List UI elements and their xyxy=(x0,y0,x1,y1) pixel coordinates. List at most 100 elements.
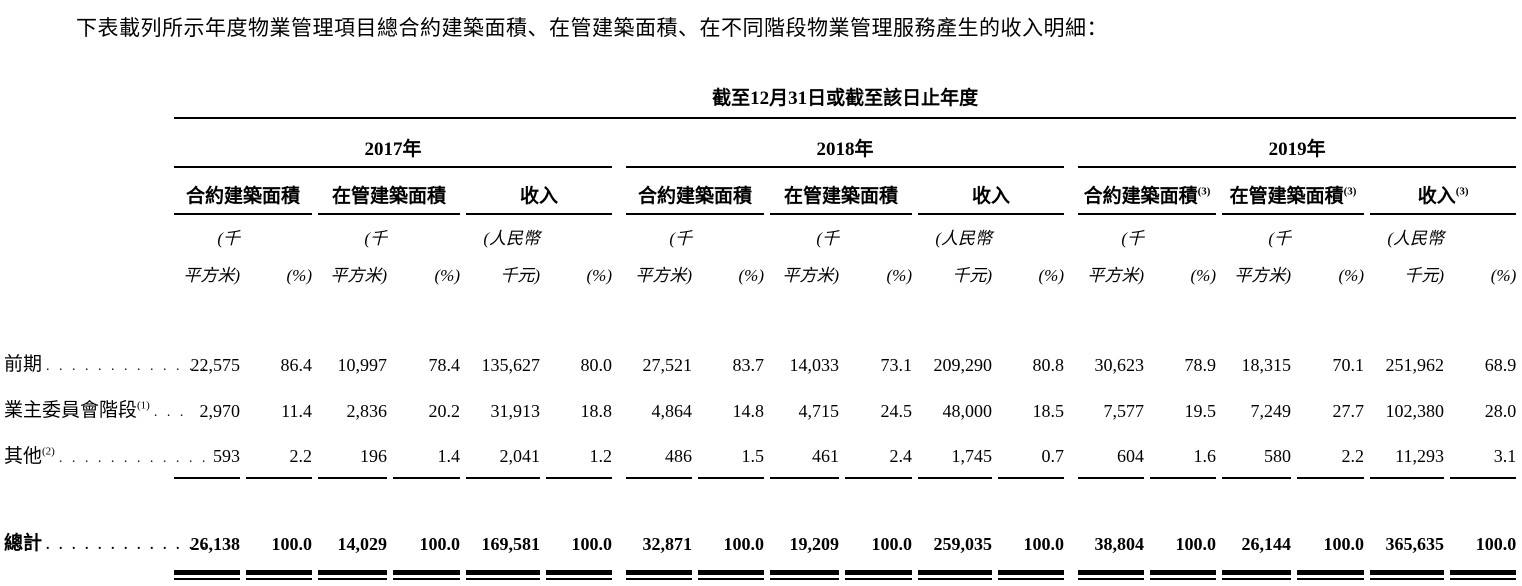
double-rule-cell xyxy=(466,565,540,580)
table-cell: 30,623 xyxy=(1094,355,1145,375)
table-cell: 32,871 xyxy=(642,534,693,554)
table-cell: 604 xyxy=(1078,432,1144,479)
table-cell: 11.4 xyxy=(281,401,312,421)
column-header-label: 合約建築面積 xyxy=(1083,186,1198,207)
unit-line-2: 平方米) xyxy=(1087,266,1144,285)
table-cell: 78.4 xyxy=(428,355,461,375)
double-rule xyxy=(1297,570,1364,580)
table-cell: 11,293 xyxy=(1370,432,1444,479)
row-label: 業主委員會階段(1). . . xyxy=(4,386,183,432)
table-cell: 580 xyxy=(1222,432,1291,479)
row-label-text: 業主委員會階段 xyxy=(4,400,138,421)
double-rule-cell xyxy=(1150,565,1216,580)
table-cell: 73.1 xyxy=(880,355,913,375)
footnote-marker: (1) xyxy=(137,399,150,412)
double-rule xyxy=(318,570,387,580)
column-header-revenue-2017: 收入 xyxy=(466,167,612,215)
table-cell: 1.2 xyxy=(546,432,612,479)
table-cell: 100.0 xyxy=(419,534,461,554)
table-cell: 1.5 xyxy=(698,432,764,479)
spacer-cell xyxy=(612,519,626,565)
unit-line-1: (人民幣 xyxy=(1387,229,1444,248)
double-rule xyxy=(918,570,992,580)
column-header-contracted-gfa-2017: 合約建築面積 xyxy=(174,167,312,215)
spacer-cell xyxy=(1064,340,1078,386)
table-cell: 0.7 xyxy=(998,432,1064,479)
table-cell: 14,029 xyxy=(337,534,388,554)
table-cell: 26,138 xyxy=(190,534,241,554)
table-cell: 24.5 xyxy=(880,401,913,421)
table-cell: 100.0 xyxy=(271,534,313,554)
period-header-row: 截至12月31日或截至該日止年度 xyxy=(4,77,1517,119)
spacer-cell xyxy=(1064,519,1078,565)
table-cell: 28.0 xyxy=(1484,401,1517,421)
subheader-row: (千 平方米) (%) (千 平方米) (%) (人民幣 千元) (%) (千 平方米) (%) (千平… xyxy=(4,214,1516,294)
table-cell: 100.0 xyxy=(571,534,613,554)
double-rule xyxy=(626,570,692,580)
dot-leader: . . . . . . . . . . . . . xyxy=(46,359,209,374)
row-label-text: 總計 xyxy=(4,533,43,554)
table-cell: 2,041 xyxy=(466,432,540,479)
column-header-managed-gfa-2017: 在管建築面積 xyxy=(318,167,460,215)
double-rule xyxy=(998,570,1064,580)
vertical-spacer-row xyxy=(4,294,1516,340)
double-rule-cell xyxy=(1450,565,1517,580)
subheader-cell: (千 平方米) xyxy=(174,214,240,294)
table-cell: 38,804 xyxy=(1094,534,1145,554)
table-cell: 19.5 xyxy=(1184,401,1217,421)
table-cell: 1,745 xyxy=(918,432,992,479)
table-cell: 196 xyxy=(318,432,387,479)
unit-line-2: 千元) xyxy=(500,266,540,285)
table-cell: 19,209 xyxy=(789,534,840,554)
double-rule-cell xyxy=(393,565,460,580)
spacer-cell xyxy=(1064,565,1078,580)
table-cell: 70.1 xyxy=(1332,355,1365,375)
unit-line-2: 千元) xyxy=(952,266,992,285)
subheader-cell: (%) xyxy=(546,214,612,294)
subheader-cell: (%) xyxy=(698,214,764,294)
unit-line-1: (人民幣 xyxy=(935,229,992,248)
table-cell: 100.0 xyxy=(1175,534,1217,554)
double-rule xyxy=(1450,570,1517,580)
column-header-row: 合約建築面積 在管建築面積 收入 合約建築面積 在管建築面積 收入 合約建築面積… xyxy=(4,167,1517,215)
column-header-label: 收入 xyxy=(519,186,558,207)
table-cell: 27,521 xyxy=(642,355,693,375)
table-cell: 20.2 xyxy=(428,401,461,421)
dot-leader: . . . . . . . . . . . . . xyxy=(46,538,209,553)
table-cell: 48,000 xyxy=(942,401,993,421)
table-cell: 1.4 xyxy=(393,432,460,479)
table-cell: 18.8 xyxy=(580,401,613,421)
unit-line-2: (%) xyxy=(1190,266,1216,285)
row-label: 前期. . . . . . . . . . . . . xyxy=(4,340,206,386)
unit-line-2: 平方米) xyxy=(1234,266,1291,285)
table-cell: 80.8 xyxy=(1032,355,1065,375)
spacer-cell xyxy=(612,565,626,580)
subheader-cell: (%) xyxy=(998,214,1064,294)
table-cell: 68.9 xyxy=(1484,355,1517,375)
subheader-cell: (千 平方米) xyxy=(770,214,839,294)
table-cell: 14,033 xyxy=(789,355,840,375)
double-rule-cell xyxy=(1222,565,1291,580)
unit-line-1: (千 xyxy=(217,229,240,248)
double-rule-row xyxy=(4,565,1517,580)
subheader-cell: (千 平方米) xyxy=(626,214,692,294)
double-rule-cell xyxy=(546,565,612,580)
footnote-marker: (2) xyxy=(42,445,55,458)
table-cell: 18.5 xyxy=(1032,401,1065,421)
table-cell: 78.9 xyxy=(1184,355,1217,375)
table-cell: 100.0 xyxy=(1475,534,1517,554)
row-label-text: 前期 xyxy=(4,354,43,375)
intro-paragraph: 下表載列所示年度物業管理項目總合約建築面積、在管建築面積、在不同階段物業管理服務… xyxy=(76,16,1108,40)
unit-line-2: (%) xyxy=(586,266,612,285)
column-header-contracted-gfa-2018: 合約建築面積 xyxy=(626,167,764,215)
double-rule xyxy=(546,570,612,580)
unit-line-2: 平方米) xyxy=(635,266,692,285)
table-cell: 10,997 xyxy=(337,355,388,375)
year-header-2017: 2017年 xyxy=(174,118,612,168)
spacer-cell xyxy=(612,340,626,386)
table-cell: 31,913 xyxy=(490,401,541,421)
row-label-text: 其他 xyxy=(4,446,43,467)
column-header-revenue-2019: 收入(3) xyxy=(1370,167,1517,215)
subheader-cell: (%) xyxy=(1297,214,1364,294)
double-rule-cell xyxy=(918,565,992,580)
